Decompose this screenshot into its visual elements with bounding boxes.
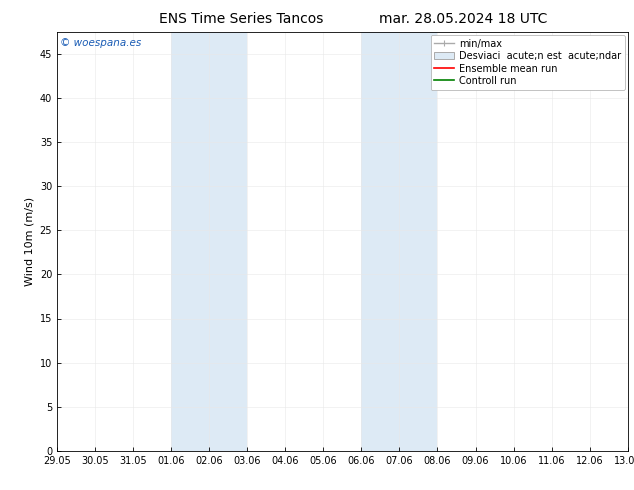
Bar bbox=[171, 32, 247, 451]
Text: ENS Time Series Tancos: ENS Time Series Tancos bbox=[158, 12, 323, 26]
Text: © woespana.es: © woespana.es bbox=[60, 38, 141, 48]
Legend: min/max, Desviaci  acute;n est  acute;ndar, Ensemble mean run, Controll run: min/max, Desviaci acute;n est acute;ndar… bbox=[430, 35, 624, 90]
Bar bbox=[361, 32, 437, 451]
Text: mar. 28.05.2024 18 UTC: mar. 28.05.2024 18 UTC bbox=[378, 12, 547, 26]
Y-axis label: Wind 10m (m/s): Wind 10m (m/s) bbox=[24, 197, 34, 286]
